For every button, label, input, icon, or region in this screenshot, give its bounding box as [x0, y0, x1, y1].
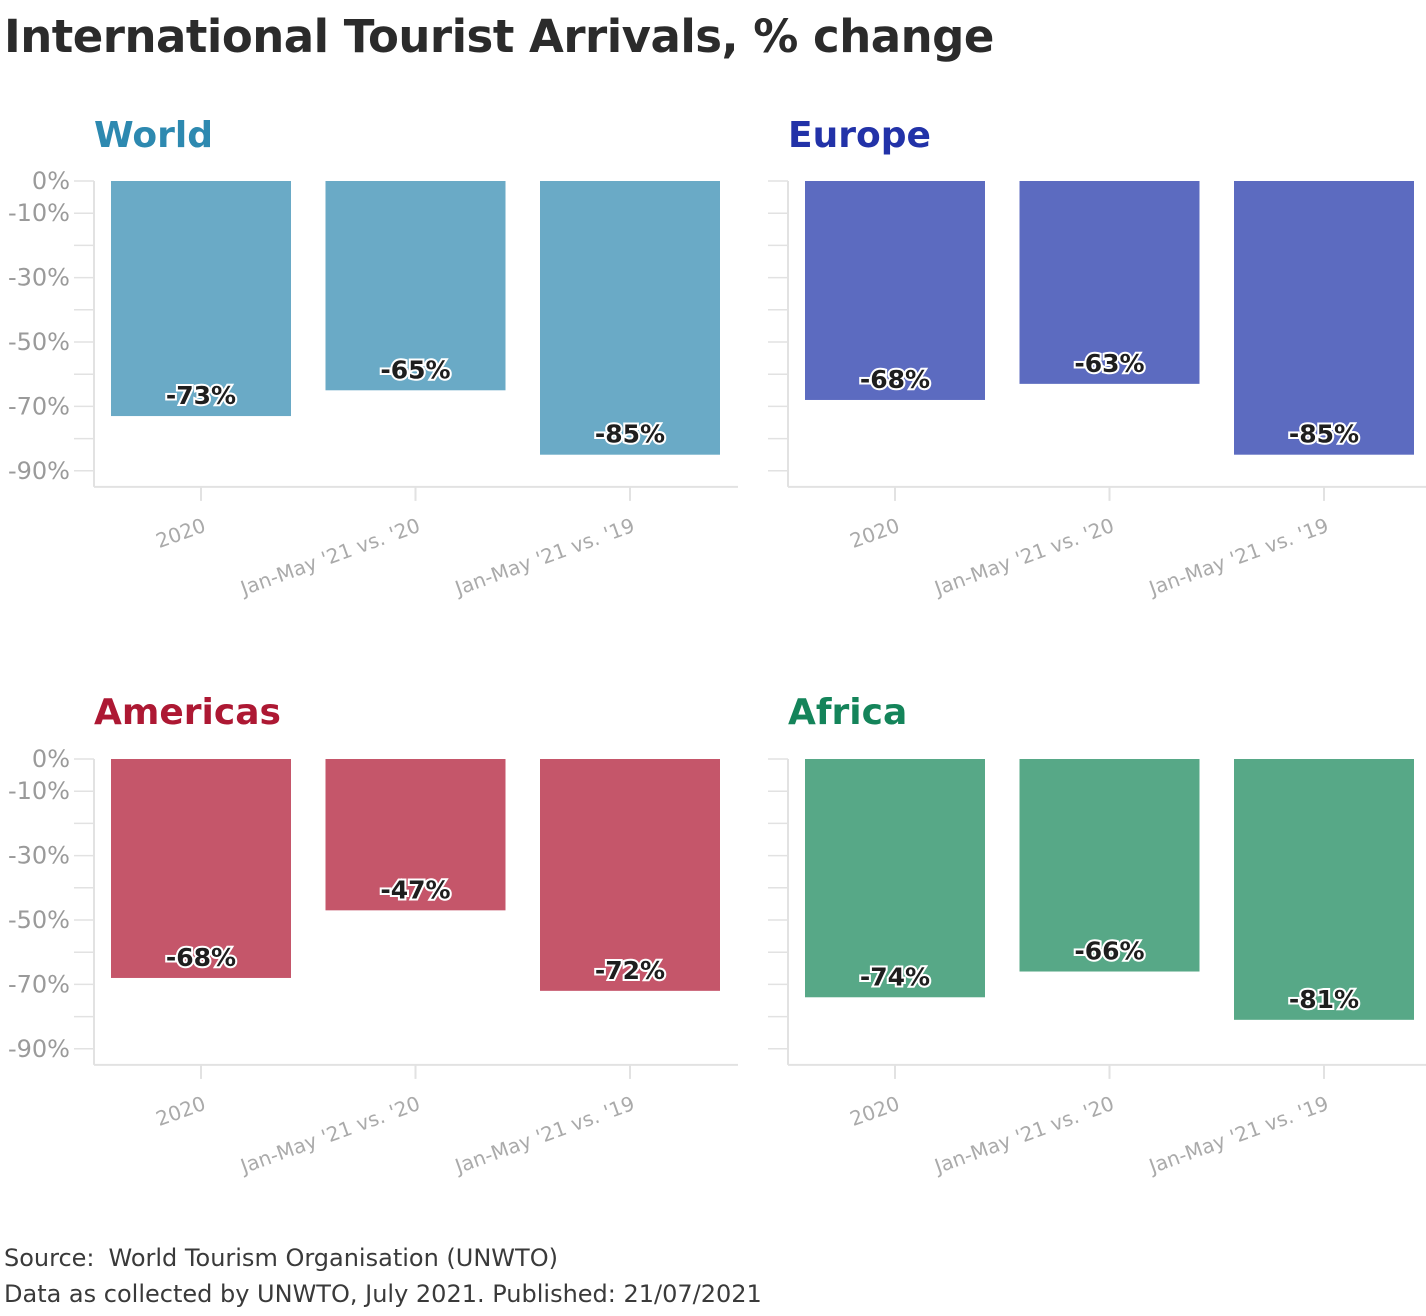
panel-title-africa: Africa: [788, 692, 907, 733]
bar-americas-3: [540, 759, 720, 991]
y-tick-label: -30%: [8, 264, 70, 292]
value-label: -81%: [1289, 985, 1359, 1014]
panel-title-europe: Europe: [788, 115, 931, 156]
y-tick-label: -90%: [8, 457, 70, 485]
y-tick-label: -70%: [8, 970, 70, 998]
y-tick-label: 0%: [32, 167, 70, 195]
bar-world-1: [111, 181, 291, 417]
x-category-label: Jan-May '21 vs. '19: [1144, 1091, 1332, 1179]
panel-title-americas: Americas: [94, 692, 281, 733]
value-label: -85%: [1289, 420, 1359, 449]
value-label: -66%: [1074, 937, 1144, 966]
panel-americas: Americas 0% -10% -30% -50% -70% -90% -68% 2020 -4…: [8, 692, 738, 1179]
x-category-label: Jan-May '21 vs. '20: [236, 513, 424, 601]
y-tick-label: 0%: [32, 745, 70, 773]
x-category-label: Jan-May '21 vs. '20: [930, 1091, 1118, 1179]
panel-africa: Africa -74% 2020 -66% Jan-May '21 vs. '20 -81…: [768, 692, 1426, 1179]
source-value: World Tourism Organisation (UNWTO): [108, 1244, 558, 1272]
x-category-label: 2020: [153, 1091, 209, 1131]
bar-africa-2: [1019, 759, 1200, 972]
bar-europe-3: [1234, 181, 1414, 455]
x-category-label: 2020: [847, 1091, 903, 1131]
source-line: Source: World Tourism Organisation (UNWTO…: [4, 1244, 558, 1272]
value-label: -65%: [380, 355, 450, 384]
data-note: Data as collected by UNWTO, July 2021. P…: [4, 1280, 762, 1308]
x-category-label: 2020: [847, 513, 903, 553]
y-tick-label: -10%: [8, 199, 70, 227]
value-label: -68%: [860, 365, 930, 394]
x-category-label: Jan-May '21 vs. '20: [236, 1091, 424, 1179]
x-category-label: Jan-May '21 vs. '20: [930, 513, 1118, 601]
x-category-label: Jan-May '21 vs. '19: [450, 513, 638, 601]
bar-europe-1: [805, 181, 985, 400]
value-label: -74%: [860, 962, 930, 991]
value-label: -68%: [166, 943, 236, 972]
y-tick-label: -90%: [8, 1035, 70, 1063]
bar-africa-3: [1234, 759, 1414, 1020]
y-tick-label: -50%: [8, 328, 70, 356]
value-label: -63%: [1074, 349, 1144, 378]
x-category-label: 2020: [153, 513, 209, 553]
chart-title: International Tourist Arrivals, % change: [4, 10, 994, 63]
y-tick-label: -30%: [8, 842, 70, 870]
value-label: -72%: [595, 956, 665, 985]
source-label: Source:: [4, 1244, 95, 1272]
panel-world: World 0% -10% -30% -50% -70% -90% -73% 2020 -65% J…: [8, 115, 738, 601]
panel-title-world: World: [94, 115, 213, 156]
bar-africa-1: [805, 759, 985, 998]
value-label: -73%: [166, 381, 236, 410]
x-category-label: Jan-May '21 vs. '19: [450, 1091, 638, 1179]
y-tick-label: -70%: [8, 392, 70, 420]
x-category-label: Jan-May '21 vs. '19: [1144, 513, 1332, 601]
bar-world-3: [540, 181, 720, 455]
value-label: -47%: [380, 875, 450, 904]
bar-americas-1: [111, 759, 291, 978]
bar-americas-2: [325, 759, 506, 911]
bar-europe-2: [1019, 181, 1200, 384]
bar-world-2: [325, 181, 506, 391]
value-label: -85%: [595, 420, 665, 449]
y-tick-label: -10%: [8, 777, 70, 805]
y-tick-label: -50%: [8, 906, 70, 934]
panel-europe: Europe -68% 2020 -63% Jan-May '21 vs. '20 -85…: [768, 115, 1426, 601]
